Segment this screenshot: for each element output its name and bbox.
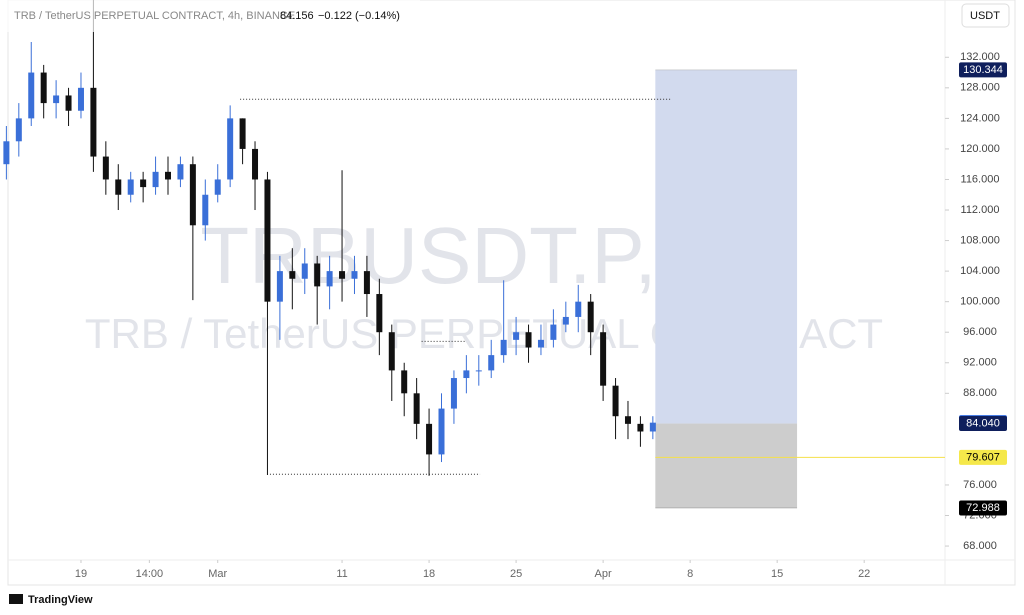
candle-body: [475, 370, 482, 372]
y-tick-label: 88.000: [963, 387, 997, 399]
x-tick-label: 22: [858, 568, 870, 580]
price-label: 72.988: [966, 502, 1000, 514]
price-label-box: [959, 416, 1007, 432]
candle-body: [351, 271, 358, 279]
candle-body: [600, 332, 607, 386]
y-tick-label: 128.000: [960, 82, 1000, 94]
position-loss: [655, 423, 798, 508]
candle-body: [513, 332, 520, 340]
candle-body: [637, 423, 644, 432]
x-tick-label: Apr: [595, 568, 612, 580]
position-profit: [655, 69, 798, 424]
y-tick-label: 116.000: [961, 173, 1000, 185]
candle-body: [550, 324, 557, 340]
candle-body: [227, 118, 234, 180]
candle-body: [575, 301, 582, 317]
candle-body: [339, 271, 346, 279]
candle-body: [450, 378, 457, 409]
candle-body: [612, 385, 619, 417]
price-label-box: [959, 62, 1007, 78]
x-tick-label: 8: [687, 568, 693, 580]
candle-body: [115, 179, 122, 195]
candle-body: [314, 263, 321, 287]
x-tick-label: Mar: [208, 568, 227, 580]
candle-body: [177, 164, 184, 180]
candle-body: [376, 294, 383, 333]
x-tick-label: 25: [510, 568, 522, 580]
candle-body: [140, 179, 147, 188]
y-tick-label: 120.000: [960, 143, 1000, 155]
x-tick-label: 11: [336, 568, 347, 580]
x-tick-label: 18: [423, 568, 435, 580]
header-last: 84.156: [280, 10, 314, 22]
candle-body: [264, 179, 271, 302]
y-tick-label: 68.000: [963, 540, 997, 552]
y-tick-label: 108.000: [960, 234, 1000, 246]
candle-body: [525, 332, 532, 348]
y-tick-label: 132.000: [960, 51, 1000, 63]
y-tick-label: 100.000: [960, 296, 1000, 308]
footer-brand: TradingView: [28, 594, 93, 606]
logo: [9, 594, 23, 604]
price-label: 84.040: [966, 417, 1000, 429]
y-tick-label: 96.000: [963, 326, 997, 338]
candle-body: [500, 339, 507, 356]
candle-body: [239, 118, 246, 149]
y-tick-label: 76.000: [963, 479, 997, 491]
candle-body: [127, 179, 134, 195]
candle-body: [77, 87, 84, 111]
y-tick-label: 112.000: [961, 204, 1000, 216]
candle-body: [252, 148, 259, 180]
candle-body: [214, 179, 221, 195]
candle-body: [152, 171, 159, 188]
candle-body: [413, 393, 420, 424]
candle-body: [438, 408, 445, 455]
candle-body: [562, 316, 569, 325]
candle-body: [202, 194, 209, 226]
price-label-box: [959, 500, 1007, 516]
price-label: 79.607: [966, 451, 1000, 463]
price-label-box: [959, 449, 1007, 465]
candle-body: [276, 271, 283, 302]
header-change: −0.122 (−0.14%): [318, 10, 400, 22]
candle-body: [401, 370, 408, 394]
header-symbol: TRB / TetherUS PERPETUAL CONTRACT, 4h, B…: [14, 10, 295, 22]
x-tick-label: 14:00: [136, 568, 164, 580]
candle-body: [65, 95, 72, 111]
candle-body: [649, 422, 656, 432]
currency-button[interactable]: [961, 3, 1010, 28]
header-bg: [0, 0, 420, 32]
candle-body: [102, 156, 109, 180]
x-tick-label: 15: [771, 568, 783, 580]
candle-body: [90, 87, 97, 157]
candle-body: [189, 164, 196, 226]
candle-body: [289, 271, 296, 279]
candle-body: [537, 339, 544, 348]
candle-body: [15, 118, 22, 142]
x-tick-label: 19: [75, 568, 87, 580]
candle-body: [388, 332, 395, 371]
candle-body: [3, 141, 10, 165]
candle-body: [624, 416, 631, 424]
candle-body: [363, 271, 370, 295]
candle-body: [301, 263, 308, 279]
y-tick-label: 104.000: [960, 265, 1000, 277]
price-label: 130.344: [963, 64, 1003, 76]
candle-body: [40, 72, 47, 104]
candle-body: [426, 423, 433, 455]
candle-body: [463, 370, 470, 379]
y-tick-label: 92.000: [963, 357, 997, 369]
candle-body: [587, 301, 594, 333]
chart-frame: [7, 0, 1016, 586]
currency-label[interactable]: USDT: [970, 10, 1000, 22]
candle-body: [164, 171, 171, 180]
candle-body: [326, 271, 333, 287]
y-tick-label: 124.000: [960, 112, 1000, 124]
candle-body: [488, 355, 495, 371]
candle-body: [28, 72, 35, 119]
candle-body: [53, 95, 60, 104]
